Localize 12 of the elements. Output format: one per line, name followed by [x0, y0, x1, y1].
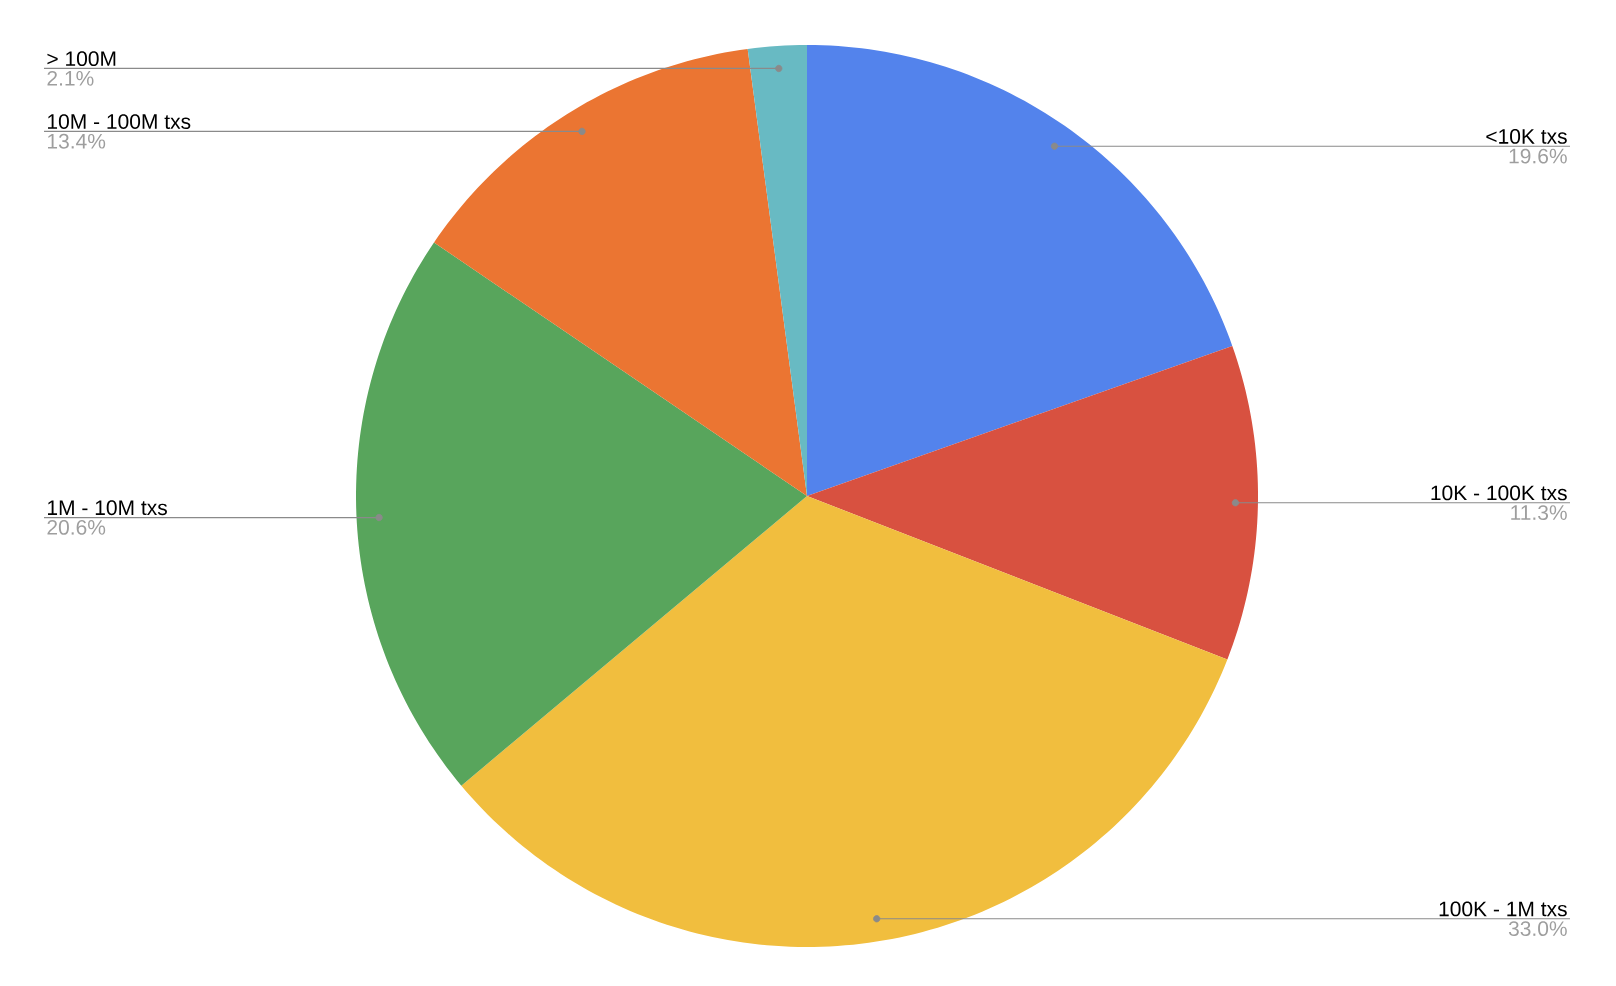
slice-label: 1M - 10M txs	[48, 500, 167, 516]
data-label: 11.3%	[1511, 505, 1567, 521]
data-label: 13.4%	[48, 133, 106, 149]
slice-label: <10K txs	[1486, 128, 1567, 144]
data-label: 2.1%	[47, 70, 94, 86]
data-label: 19.6%	[1509, 148, 1567, 164]
slice-label: 10M - 100M txs	[48, 114, 191, 129]
slice-label: 10K - 100K txs	[1431, 485, 1567, 501]
data-label: 33.0%	[1508, 921, 1567, 937]
slice-label: 100K - 1M txs	[1439, 901, 1567, 917]
data-label: 20.6%	[47, 519, 106, 535]
slice-label: > 100M	[47, 51, 116, 67]
